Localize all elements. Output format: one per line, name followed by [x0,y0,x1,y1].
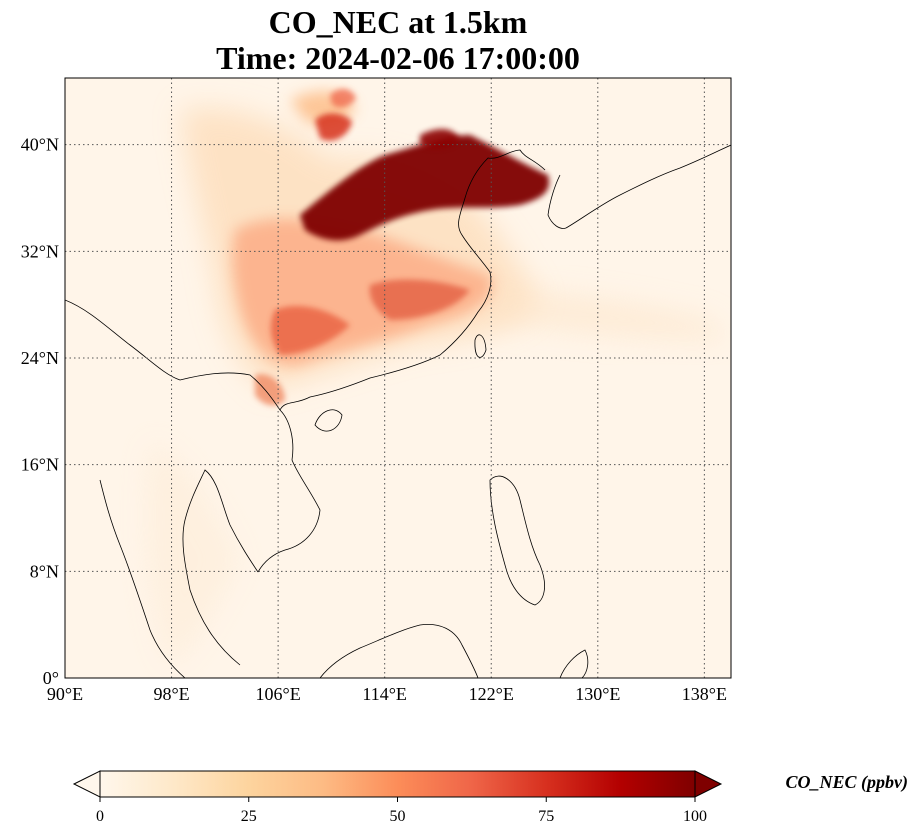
colorbar-tick-label-0: 0 [96,808,104,825]
colorbar-ticks: 0 25 50 75 100 [96,797,707,825]
colorbar-tick-label-25: 25 [241,808,257,825]
sulawesi-coastline [559,649,589,678]
myanmar-coastline [99,479,186,678]
mainland-border [65,299,281,411]
korea-coastline [547,174,567,229]
china-coastline [279,149,546,411]
latitude-tick-labels: 0° 8°N 16°N 24°N 32°N 40°N [21,135,59,688]
hainan-coastline [314,409,343,432]
chart-subtitle-time: Time: 2024-02-06 17:00:00 [216,40,580,76]
lat-tick-label-8: 8°N [30,561,59,581]
philippines-coastline [489,475,545,606]
colorbar-extend-min [72,770,101,798]
lat-tick-label-0: 0° [43,668,59,688]
concentration-field [146,88,730,670]
colorbar-tick-label-100: 100 [683,808,707,825]
longitude-tick-labels: 90°E 98°E 106°E 114°E 122°E 130°E 138°E [47,684,727,704]
lon-tick-label-138: 138°E [682,684,727,704]
colorbar: 0 25 50 75 100 CO_NEC (ppbv) [72,770,909,825]
indochina-coastline [182,469,259,666]
lat-tick-label-40: 40°N [21,135,59,155]
lat-tick-label-16: 16°N [21,455,59,475]
coastlines [65,144,731,678]
borneo-coastline [319,623,479,678]
map-frame [64,77,732,679]
japan-coastline [565,144,731,229]
vietnam-coastline [257,409,321,573]
colorbar-tick-label-75: 75 [538,808,554,825]
lon-tick-label-90: 90°E [47,684,83,704]
colorbar-bar [99,770,696,798]
colorbar-extend-max [694,770,723,798]
chart-title: CO_NEC at 1.5km [268,4,528,40]
lat-tick-label-24: 24°N [21,348,59,368]
gridlines [65,78,731,678]
lon-tick-label-114: 114°E [362,684,407,704]
colorbar-tick-label-50: 50 [390,808,406,825]
lon-tick-label-98: 98°E [153,684,189,704]
colorbar-title: CO_NEC (ppbv) [786,772,909,793]
lon-tick-label-122: 122°E [469,684,514,704]
taiwan-coastline [474,334,487,358]
lon-tick-label-106: 106°E [256,684,301,704]
lon-tick-label-130: 130°E [575,684,620,704]
lat-tick-label-32: 32°N [21,241,59,261]
